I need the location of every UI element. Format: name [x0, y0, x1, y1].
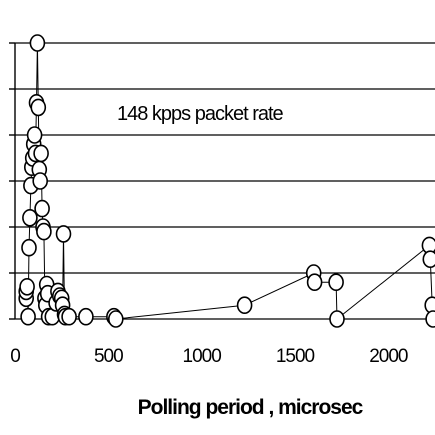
x-tick-label-1: 500	[94, 346, 123, 367]
data-point-41	[306, 273, 323, 292]
data-point-47	[425, 310, 435, 328]
data-point-35	[61, 307, 77, 326]
data-point-18	[34, 199, 50, 218]
chart-annotation: 148 kpps packet rate	[117, 103, 284, 125]
data-point-36	[78, 307, 94, 326]
data-point-3	[20, 307, 36, 326]
data-point-42	[328, 273, 344, 292]
series-points	[18, 34, 435, 328]
grid-lines	[15, 42, 435, 320]
data-point-16	[32, 172, 49, 190]
data-point-14	[30, 98, 47, 117]
x-tick-label-4: 2000	[369, 346, 408, 367]
data-point-20	[36, 222, 52, 241]
data-point-43	[329, 310, 345, 328]
data-point-45	[422, 250, 435, 268]
data-point-39	[236, 296, 253, 315]
data-point-13	[29, 34, 46, 52]
data-point-5	[22, 209, 38, 227]
data-point-10	[26, 126, 43, 144]
x-tick-label-0: 0	[10, 346, 20, 367]
data-point-32	[55, 225, 72, 243]
x-tick-label-3: 1500	[276, 346, 315, 367]
x-tick-labels: 0 500 1000 1500 2000	[10, 346, 409, 367]
x-axis-title: Polling period , microsec	[138, 396, 364, 419]
data-point-2	[19, 277, 35, 296]
axes	[9, 42, 16, 320]
x-tick-label-2: 1000	[183, 346, 222, 367]
data-point-4	[21, 238, 37, 257]
data-point-38	[108, 310, 124, 328]
data-point-17	[33, 144, 49, 163]
